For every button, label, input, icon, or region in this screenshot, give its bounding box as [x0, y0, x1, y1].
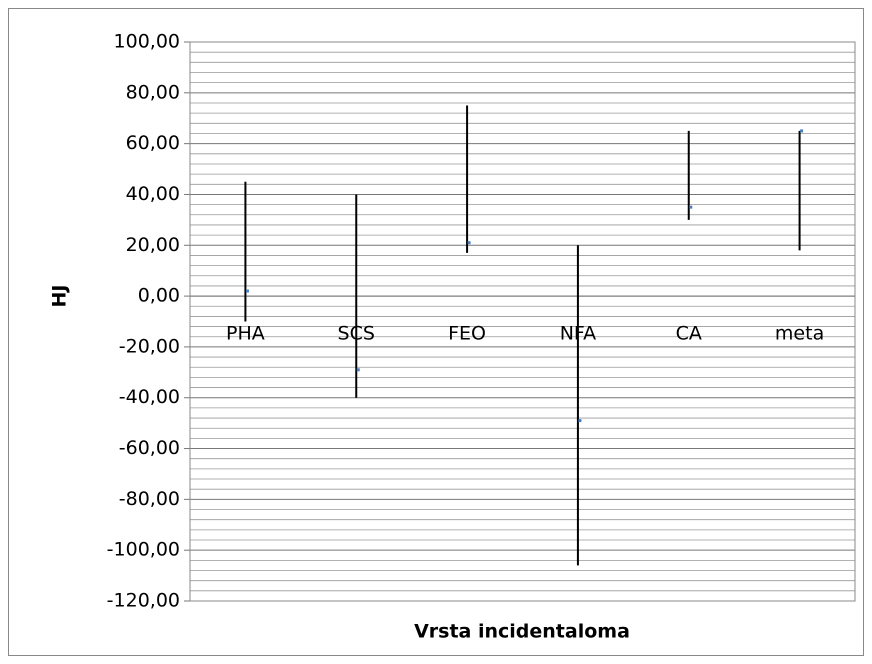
close-marker [245, 289, 249, 293]
y-tick-label: -60,00 [119, 437, 180, 459]
y-tick-label: -20,00 [119, 335, 180, 357]
x-axis-title: Vrsta incidentaloma [414, 621, 630, 643]
plot-border [189, 41, 856, 602]
y-tick-label: -120,00 [107, 590, 180, 612]
close-marker [467, 241, 471, 245]
y-tick-label: -100,00 [107, 539, 180, 561]
x-tick-label: CA [676, 323, 702, 345]
x-tick-label: PHA [226, 323, 265, 345]
close-marker [356, 368, 360, 372]
close-marker [800, 129, 804, 133]
close-marker [578, 419, 582, 423]
chart-border [8, 8, 864, 656]
x-tick-label: meta [775, 323, 824, 345]
y-tick-label: 100,00 [114, 31, 180, 53]
x-tick-label: FEO [448, 323, 486, 345]
y-tick-label: 40,00 [126, 183, 180, 205]
y-tick-label: 0,00 [138, 285, 180, 307]
y-axis-title: HJ [49, 285, 71, 308]
y-tick-label: 60,00 [126, 132, 180, 154]
close-marker [689, 205, 693, 209]
y-tick-label: -40,00 [119, 386, 180, 408]
y-tick-label: 20,00 [126, 234, 180, 256]
y-tick-label: 80,00 [126, 81, 180, 103]
y-tick-label: -80,00 [119, 488, 180, 510]
